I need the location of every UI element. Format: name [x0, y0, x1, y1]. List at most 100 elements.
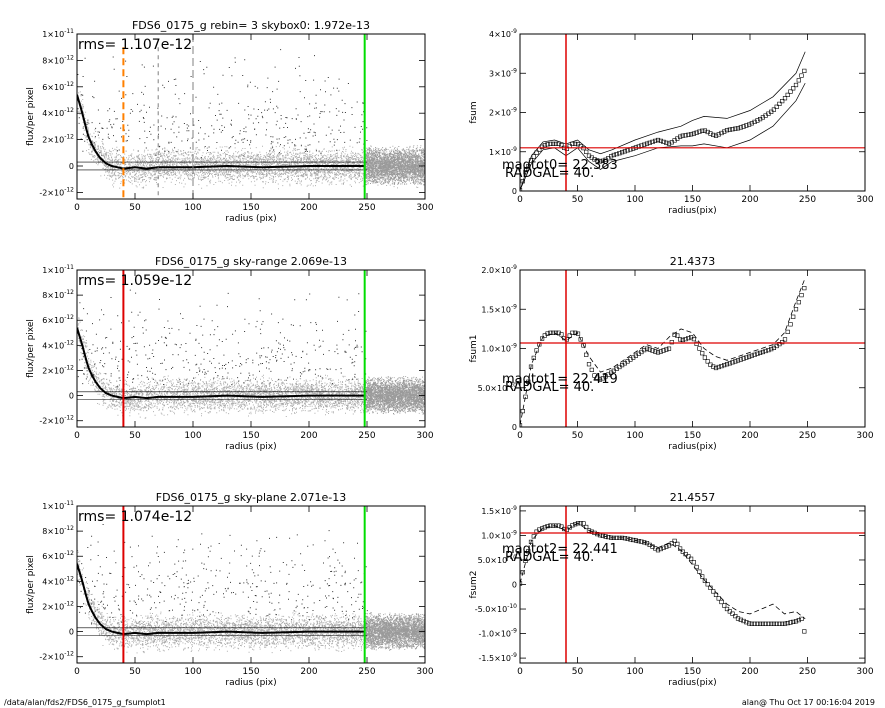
- x-axis-label: radius (pix): [225, 442, 276, 452]
- square-marker: [780, 621, 785, 626]
- square-marker: [628, 537, 633, 542]
- square-marker: [592, 373, 597, 378]
- square-marker: [677, 337, 683, 342]
- square-marker: [730, 360, 735, 365]
- y-tick-label: 1.5×10-9: [481, 505, 517, 516]
- y-tick-label: -5.0×10-10: [475, 603, 517, 614]
- plot-area: [520, 521, 807, 634]
- square-marker: [661, 139, 666, 145]
- chart-title: FDS6_0175_g sky-plane 2.071e-13: [156, 491, 347, 504]
- y-tick-label: 2×10-9: [489, 107, 517, 118]
- dark-outlier-points: [77, 49, 368, 159]
- square-marker: [677, 134, 683, 139]
- square-marker: [570, 330, 575, 335]
- magtot-annotation: magtot0= 22.383: [502, 158, 618, 173]
- square-marker: [782, 621, 788, 626]
- square-marker: [782, 96, 788, 101]
- square-marker: [578, 521, 583, 526]
- x-tick-label: 300: [416, 203, 433, 213]
- square-marker: [666, 141, 672, 146]
- square-marker: [730, 127, 735, 132]
- rms-annotation: rms= 1.074e-12: [78, 509, 192, 525]
- square-marker: [771, 107, 776, 112]
- square-marker: [595, 158, 600, 163]
- square-marker: [658, 546, 663, 552]
- x-axis-label: radius (pix): [225, 214, 276, 224]
- square-marker: [796, 300, 801, 305]
- square-marker: [802, 629, 807, 634]
- square-marker: [669, 541, 674, 546]
- square-marker: [644, 141, 650, 146]
- square-marker: [757, 621, 763, 626]
- plot-area: [77, 289, 425, 419]
- outer-sky-band: [364, 146, 425, 186]
- y-tick-label: 2.0×10-9: [481, 264, 517, 275]
- square-marker: [625, 148, 630, 153]
- square-marker: [550, 141, 556, 147]
- square-marker: [542, 143, 547, 148]
- plot-area: [520, 51, 807, 191]
- square-marker: [705, 359, 710, 364]
- square-marker: [686, 132, 691, 137]
- square-marker: [680, 549, 685, 554]
- chart-panel-1: 0 50 100 150 200 250 300 1×10-11 8×10-12 6×10-12 4…: [26, 19, 434, 224]
- x-tick-label: 200: [741, 667, 758, 677]
- square-marker: [523, 558, 528, 563]
- chart-panel-6: 0 50 100 150 200 250 300 1.5×10-9 1.0×10-9 5.0×10…: [469, 491, 874, 688]
- y-axis-label: flux/per pixel: [26, 87, 36, 146]
- square-marker: [655, 137, 661, 143]
- square-marker: [650, 348, 655, 353]
- square-marker: [597, 159, 603, 164]
- square-marker: [664, 347, 669, 352]
- square-marker: [738, 617, 743, 622]
- square-marker: [697, 346, 702, 351]
- x-tick-label: 50: [129, 203, 141, 213]
- square-marker: [691, 560, 696, 565]
- square-marker: [793, 82, 799, 88]
- square-marker: [539, 526, 545, 531]
- x-axis-label: radius(pix): [668, 678, 716, 688]
- x-tick-label: 300: [416, 431, 433, 441]
- square-marker: [697, 569, 702, 574]
- square-marker: [713, 133, 719, 138]
- y-tick-label: 5.0×10-10: [478, 554, 518, 565]
- square-marker: [724, 362, 730, 367]
- square-marker: [700, 351, 705, 356]
- square-marker: [650, 139, 655, 145]
- square-marker: [647, 347, 652, 352]
- magtot-annotation: magtot1= 22.419: [502, 372, 618, 387]
- x-tick-label: 150: [684, 431, 701, 441]
- square-marker: [700, 574, 705, 579]
- x-tick-label: 100: [626, 431, 643, 441]
- square-marker: [653, 138, 658, 144]
- square-marker: [581, 521, 586, 526]
- square-marker: [763, 348, 768, 354]
- x-tick-label: 200: [741, 195, 758, 205]
- square-marker: [802, 68, 807, 73]
- y-tick-label: 0: [69, 628, 74, 637]
- square-marker: [683, 336, 688, 342]
- x-tick-label: 100: [184, 203, 201, 213]
- square-marker: [584, 524, 589, 530]
- x-tick-label: 150: [684, 195, 701, 205]
- square-marker: [708, 131, 713, 136]
- square-marker: [531, 154, 536, 159]
- square-marker: [545, 523, 550, 529]
- square-marker: [675, 333, 680, 338]
- square-marker: [658, 138, 663, 144]
- square-marker: [788, 322, 793, 327]
- square-marker: [564, 146, 569, 151]
- square-marker: [722, 129, 727, 134]
- square-marker: [661, 545, 666, 550]
- square-marker: [680, 337, 685, 343]
- x-tick-label: 50: [572, 667, 584, 677]
- dark-outlier-points: [77, 289, 367, 388]
- square-marker: [755, 351, 760, 356]
- square-marker: [785, 620, 790, 626]
- square-marker: [711, 589, 716, 594]
- gray-point-cloud: [77, 91, 425, 190]
- rms-annotation: rms= 1.107e-12: [78, 37, 192, 53]
- square-marker: [702, 128, 707, 133]
- square-marker: [774, 104, 779, 109]
- chart-title: 21.4557: [670, 491, 716, 504]
